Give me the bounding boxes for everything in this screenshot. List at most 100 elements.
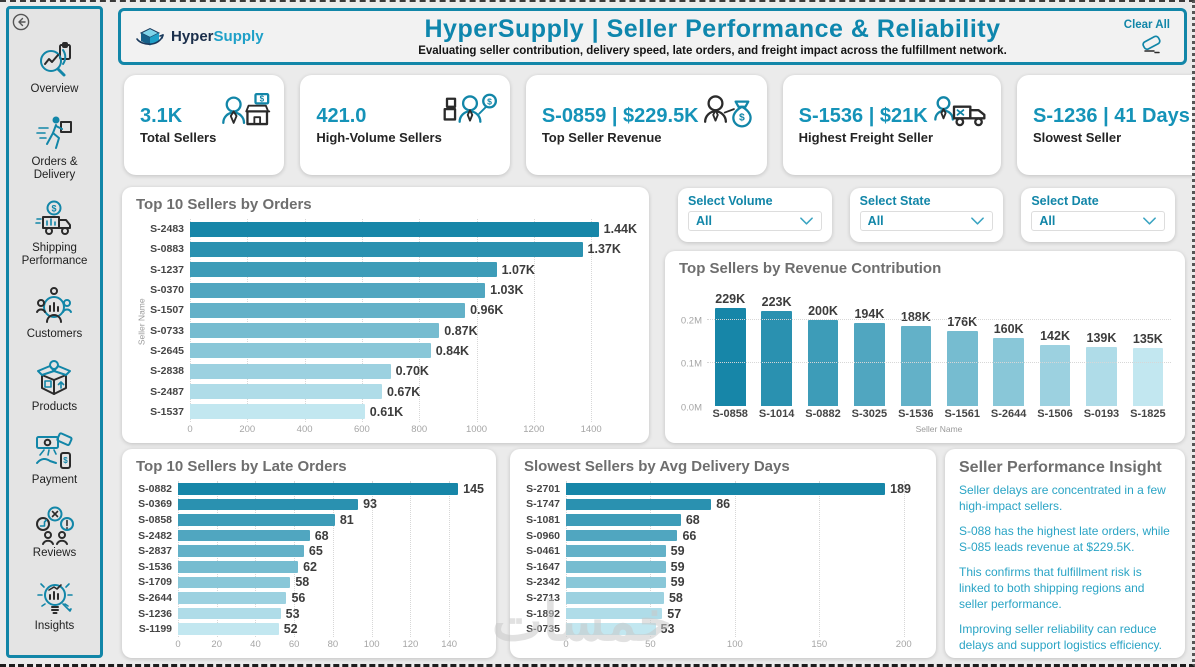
- bar[interactable]: [178, 529, 310, 542]
- bar[interactable]: [854, 322, 885, 406]
- sidebar-item-insights[interactable]: Insights: [34, 578, 76, 633]
- svg-text:$: $: [487, 97, 492, 107]
- category-label: S-2838: [150, 365, 184, 378]
- bar-value-label: 1.44K: [603, 222, 637, 237]
- bar[interactable]: [190, 384, 382, 400]
- gridline: [707, 319, 1171, 321]
- gridline: [216, 481, 218, 637]
- bar[interactable]: [714, 308, 746, 406]
- bar-value-label: 53: [660, 622, 675, 637]
- clear-all-button[interactable]: Clear All: [1080, 19, 1170, 55]
- bar-row: 68: [566, 512, 924, 528]
- bar-value-label: 188K: [900, 309, 931, 324]
- gridline: [449, 481, 451, 637]
- bar-value-label: 1.37K: [587, 242, 621, 257]
- page-subtitle: Evaluating seller contribution, delivery…: [418, 44, 1007, 57]
- bar[interactable]: [178, 623, 279, 635]
- bar[interactable]: [190, 404, 365, 420]
- bar[interactable]: [190, 363, 391, 379]
- bar[interactable]: [946, 330, 978, 406]
- y-tick-label: 0.1M: [680, 358, 702, 370]
- bar[interactable]: [178, 576, 291, 589]
- seller-store-icon: $: [216, 93, 272, 139]
- bar-row: 189: [566, 481, 924, 497]
- logo-text: HyperSupply: [171, 28, 264, 45]
- filter-dropdown[interactable]: All: [688, 211, 822, 231]
- filter-dropdown[interactable]: All: [859, 211, 994, 231]
- chart-plot: Seller Name S-2483 S-0883 S-1237 S-0370 S-150…: [132, 219, 637, 437]
- filter-dropdown[interactable]: All: [1031, 211, 1166, 231]
- x-tick-label: 60: [288, 639, 300, 650]
- bar[interactable]: [190, 262, 497, 278]
- sidebar-item-payment[interactable]: $ Payment: [32, 432, 77, 487]
- x-tick-label: 400: [296, 424, 313, 435]
- plot-area: 145 93 81 68 65 62 58 56 53 52: [178, 481, 484, 637]
- bar[interactable]: [178, 607, 281, 620]
- bar[interactable]: [1039, 345, 1071, 406]
- sidebar-item-overview[interactable]: Overview: [31, 41, 78, 96]
- bar[interactable]: [566, 607, 663, 620]
- bar[interactable]: [190, 282, 486, 298]
- gridline: [903, 481, 905, 637]
- kpi-value: 3.1K: [140, 105, 183, 127]
- kpi-card: S-0859 | $229.5K Top Seller Revenue $: [525, 75, 767, 175]
- bar[interactable]: [178, 483, 459, 495]
- category-label: S-2701: [526, 482, 560, 495]
- chart-title: Slowest Sellers by Avg Delivery Days: [524, 458, 790, 475]
- category-label: S-0369: [138, 498, 172, 511]
- bar[interactable]: [993, 337, 1024, 406]
- column-cell: 194K: [846, 283, 892, 406]
- bar-value-label: 86: [716, 497, 731, 512]
- bar[interactable]: [566, 514, 681, 526]
- sidebar-item-shipping-performance[interactable]: $ Shipping Performance: [11, 200, 98, 268]
- bar-row: 0.87K: [190, 320, 637, 340]
- bar[interactable]: [566, 498, 712, 511]
- sidebar-item-orders-delivery[interactable]: Orders & Delivery: [11, 114, 98, 182]
- bar[interactable]: [566, 592, 664, 604]
- plot-area: 1.44K 1.37K 1.07K 1.03K 0.96K 0.87K 0.84K 0.70K…: [190, 219, 637, 422]
- gridline: [410, 481, 412, 637]
- bar-row: 59: [566, 575, 924, 591]
- gridline: [734, 481, 736, 637]
- bar[interactable]: [566, 623, 656, 635]
- category-label: S-2487: [150, 385, 184, 398]
- bar[interactable]: [566, 529, 678, 542]
- bar[interactable]: [807, 320, 839, 406]
- sidebar-item-customers[interactable]: Customers: [27, 286, 82, 341]
- category-axis: S-0882 S-0369 S-0858 S-2482 S-2837 S-1536 S-17…: [132, 481, 178, 652]
- bar[interactable]: [761, 310, 792, 406]
- kpi-card: S-1236 | 41 Days Slowest Seller: [1017, 75, 1192, 175]
- bar[interactable]: [566, 545, 666, 557]
- gridline: [332, 481, 334, 637]
- svg-text:$: $: [260, 95, 265, 104]
- bar-row: 1.03K: [190, 280, 637, 300]
- bar[interactable]: [190, 241, 583, 257]
- bar[interactable]: [178, 592, 287, 604]
- kpi-text: S-0859 | $229.5K Top Seller Revenue: [542, 105, 699, 145]
- bar-value-label: 0.67K: [386, 384, 421, 399]
- chevron-down-icon: [970, 216, 985, 226]
- sidebar-item-products[interactable]: Products: [32, 359, 77, 414]
- bar[interactable]: [190, 221, 599, 237]
- bar[interactable]: [190, 323, 440, 339]
- bar[interactable]: [178, 561, 299, 573]
- bar[interactable]: [566, 483, 886, 495]
- bar-row: 62: [178, 559, 484, 575]
- x-tick-label: 200: [239, 424, 256, 435]
- back-button[interactable]: [12, 12, 32, 32]
- bar[interactable]: [190, 302, 466, 318]
- sidebar-item-reviews[interactable]: Reviews: [33, 505, 76, 560]
- x-tick-label: 100: [726, 639, 743, 650]
- bar[interactable]: [1086, 346, 1117, 406]
- bar[interactable]: [178, 545, 304, 557]
- bar[interactable]: [566, 576, 666, 589]
- bar-row: 52: [178, 621, 484, 637]
- category-label: S-1507: [150, 304, 184, 317]
- bar[interactable]: [900, 325, 932, 406]
- bar[interactable]: [1132, 348, 1164, 406]
- bar[interactable]: [566, 561, 666, 573]
- bar[interactable]: [190, 343, 431, 359]
- shipping-performance-icon: $: [34, 200, 76, 240]
- bar[interactable]: [178, 498, 359, 511]
- bar[interactable]: [178, 514, 335, 526]
